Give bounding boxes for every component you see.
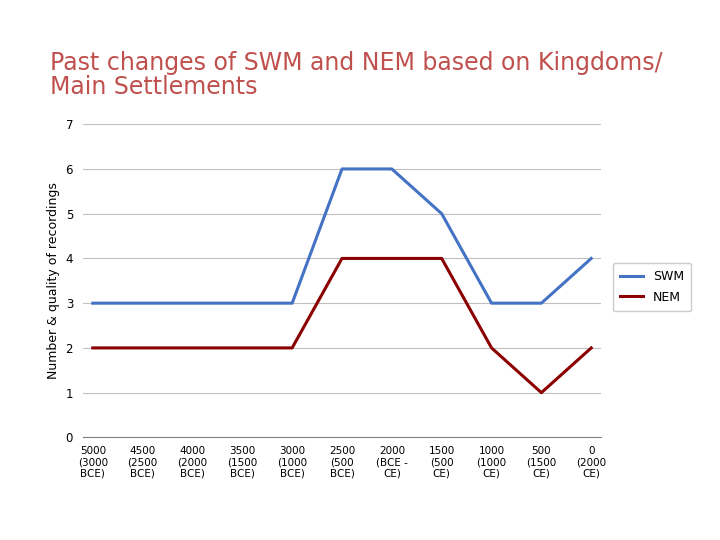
NEM <box>188 345 197 351</box>
Line: NEM: NEM <box>93 259 591 393</box>
SWM <box>437 211 446 217</box>
SWM <box>238 300 247 306</box>
Line: SWM: SWM <box>93 169 591 303</box>
Legend: SWM, NEM: SWM, NEM <box>613 263 691 312</box>
SWM <box>537 300 546 306</box>
NEM <box>89 345 97 351</box>
SWM <box>487 300 496 306</box>
NEM <box>537 389 546 396</box>
NEM <box>387 255 396 262</box>
Text: Past changes of SWM and NEM based on Kingdoms/: Past changes of SWM and NEM based on Kin… <box>50 51 663 75</box>
SWM <box>387 166 396 172</box>
SWM <box>138 300 147 306</box>
NEM <box>138 345 147 351</box>
SWM <box>188 300 197 306</box>
Text: Main Settlements: Main Settlements <box>50 75 258 98</box>
SWM <box>89 300 97 306</box>
NEM <box>288 345 297 351</box>
NEM <box>338 255 346 262</box>
SWM <box>288 300 297 306</box>
NEM <box>587 345 595 351</box>
NEM <box>238 345 247 351</box>
Y-axis label: Number & quality of recordings: Number & quality of recordings <box>47 183 60 379</box>
SWM <box>338 166 346 172</box>
Text: 23: 23 <box>675 9 695 24</box>
NEM <box>487 345 496 351</box>
NEM <box>437 255 446 262</box>
SWM <box>587 255 595 262</box>
